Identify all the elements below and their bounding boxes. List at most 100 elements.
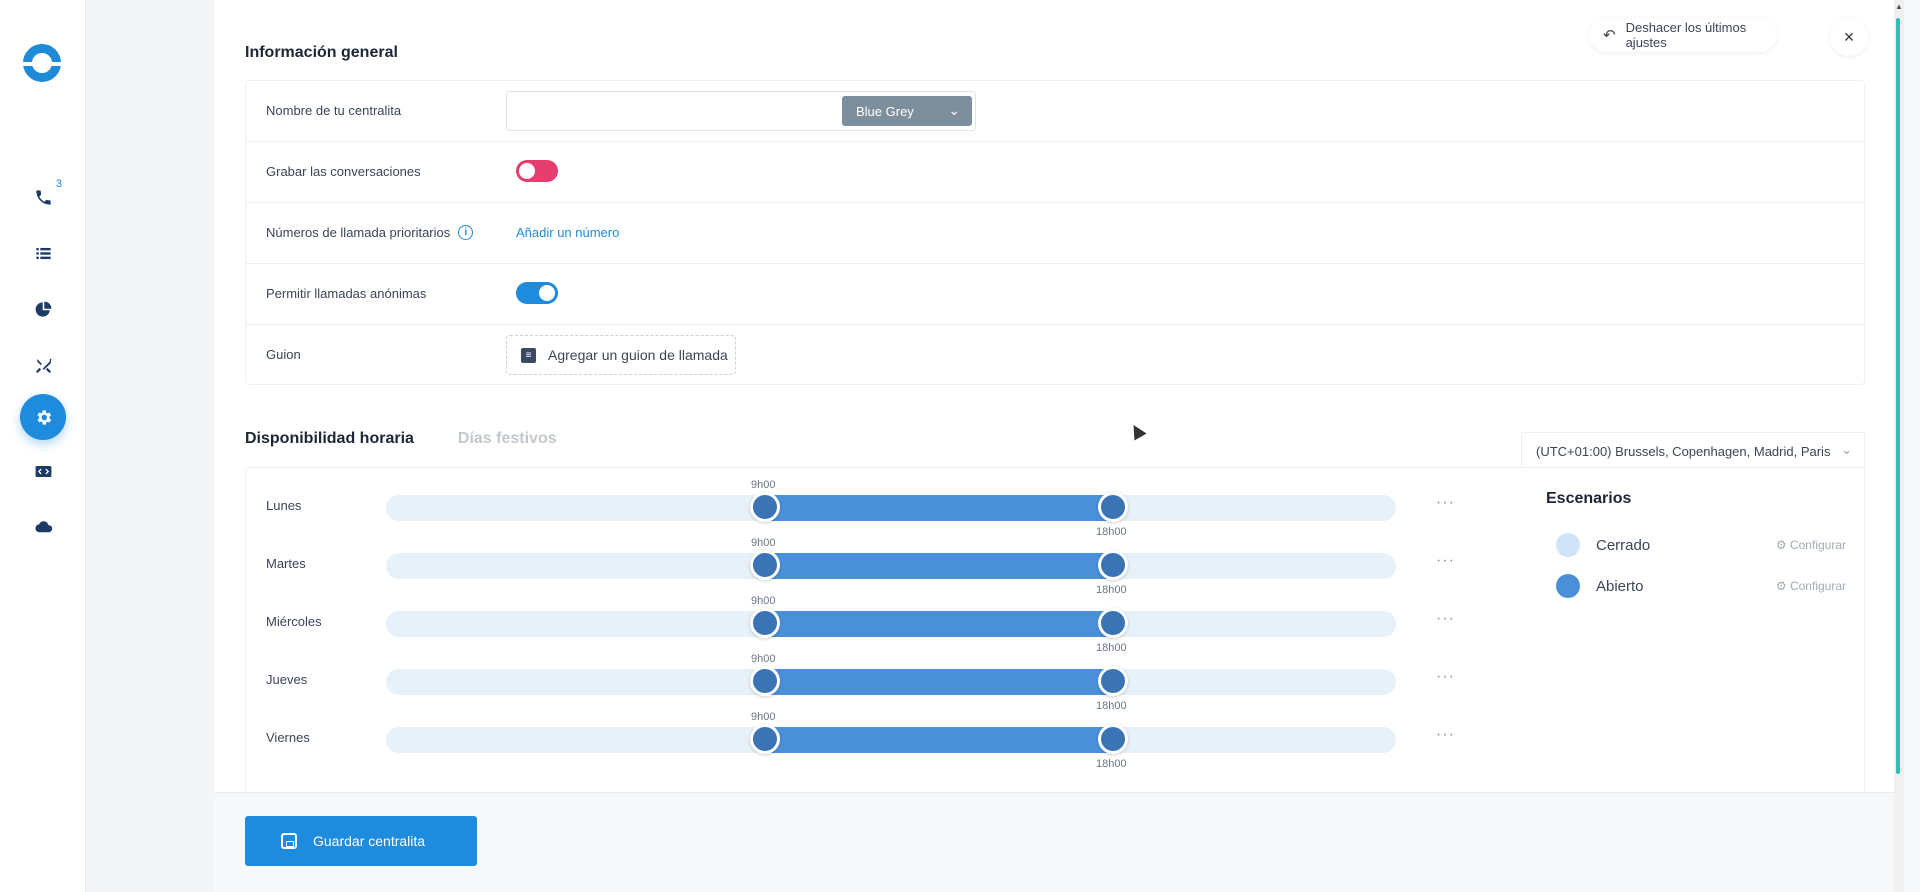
sidebar-item-settings[interactable] xyxy=(20,394,66,440)
sidebar: 3 xyxy=(0,0,86,892)
configure-label: Configurar xyxy=(1789,579,1846,593)
record-toggle[interactable] xyxy=(516,160,558,182)
tab-availability[interactable]: Disponibilidad horaria xyxy=(245,430,414,447)
availability-tabs: Disponibilidad horaria Días festivos xyxy=(245,430,557,448)
pbx-name-input[interactable]: Blue Grey ⌄ xyxy=(506,91,976,131)
add-number-link[interactable]: Añadir un número xyxy=(516,225,620,240)
hours-slider[interactable] xyxy=(386,608,1396,638)
script-icon: ≡ xyxy=(521,347,536,363)
availability-card: Lunes 9h00 18h00 ··· Martes 9h00 18h00 ··· Miérc… xyxy=(245,467,1865,797)
configure-label: Configurar xyxy=(1789,538,1846,552)
list-icon xyxy=(35,247,51,259)
hours-range-fill xyxy=(765,669,1113,695)
calls-badge: 3 xyxy=(55,178,62,190)
add-script-button[interactable]: ≡ Agregar un guion de llamada xyxy=(506,335,736,375)
start-time-label: 9h00 xyxy=(751,479,776,491)
sidebar-item-developers[interactable] xyxy=(22,450,64,492)
hours-range-fill xyxy=(765,495,1113,521)
tab-holidays[interactable]: Días festivos xyxy=(457,430,557,447)
sidebar-item-cloud[interactable] xyxy=(22,506,64,548)
hours-slider[interactable] xyxy=(386,492,1396,522)
anonymous-toggle[interactable] xyxy=(516,282,558,304)
timezone-select[interactable]: (UTC+01:00) Brussels, Copenhagen, Madrid… xyxy=(1521,432,1865,468)
start-handle[interactable] xyxy=(750,492,780,522)
scrollbar-thumb[interactable] xyxy=(1896,18,1900,774)
hours-range-fill xyxy=(765,553,1113,579)
start-handle[interactable] xyxy=(750,608,780,638)
undo-button[interactable]: ↶ Deshacer los últimos ajustes xyxy=(1589,18,1777,52)
day-row: Viernes 9h00 18h00 ··· xyxy=(246,700,1506,770)
day-row: Martes 9h00 18h00 ··· xyxy=(246,526,1506,596)
day-label: Miércoles xyxy=(266,614,322,629)
toggle-knob xyxy=(519,163,535,179)
more-options-icon[interactable]: ··· xyxy=(1436,726,1455,743)
anonymous-label: Permitir llamadas anónimas xyxy=(266,286,427,301)
end-time-label: 18h00 xyxy=(1096,758,1127,770)
configure-button[interactable]: ⚙ Configurar xyxy=(1775,579,1846,593)
close-button[interactable]: × xyxy=(1830,18,1868,56)
priority-label: Números de llamada prioritarios i xyxy=(266,225,474,240)
scroll-up-icon[interactable]: ▲ xyxy=(1895,2,1903,11)
info-icon[interactable]: i xyxy=(458,225,474,240)
hours-slider[interactable] xyxy=(386,666,1396,696)
end-handle[interactable] xyxy=(1098,608,1128,638)
scenario-color-dot xyxy=(1556,574,1580,598)
hours-slider[interactable] xyxy=(386,550,1396,580)
end-handle[interactable] xyxy=(1098,666,1128,696)
app-logo[interactable] xyxy=(20,44,64,82)
record-label: Grabar las conversaciones xyxy=(266,164,421,179)
hours-slider[interactable] xyxy=(386,724,1396,754)
end-time-label: 18h00 xyxy=(1096,642,1127,654)
scenario-item: Abierto ⚙ Configurar xyxy=(1556,571,1846,601)
start-handle[interactable] xyxy=(750,666,780,696)
theme-select[interactable]: Blue Grey ⌄ xyxy=(842,96,972,126)
pie-chart-icon xyxy=(35,301,51,317)
settings-row-record: Grabar las conversaciones xyxy=(246,142,1864,203)
name-label: Nombre de tu centralita xyxy=(266,103,402,118)
sidebar-item-integrations[interactable] xyxy=(22,344,64,386)
general-settings-card: Nombre de tu centralita Blue Grey ⌄ Grab… xyxy=(245,80,1865,385)
more-options-icon[interactable]: ··· xyxy=(1436,668,1455,685)
chevron-down-icon: ⌄ xyxy=(948,102,960,118)
gear-icon xyxy=(36,409,51,425)
code-icon xyxy=(35,465,51,477)
section-title-general: Información general xyxy=(245,44,398,61)
sidebar-item-calls[interactable]: 3 xyxy=(22,176,64,218)
day-label: Lunes xyxy=(266,498,302,513)
scenarios-title: Escenarios xyxy=(1546,490,1632,507)
cloud-icon xyxy=(34,520,52,532)
settings-row-anonymous: Permitir llamadas anónimas xyxy=(246,264,1864,325)
add-script-label: Agregar un guion de llamada xyxy=(548,347,728,363)
day-row: Lunes 9h00 18h00 ··· xyxy=(246,468,1506,538)
end-handle[interactable] xyxy=(1098,550,1128,580)
hours-range-fill xyxy=(765,727,1113,753)
settings-row-name: Nombre de tu centralita Blue Grey ⌄ xyxy=(246,81,1864,142)
configure-button[interactable]: ⚙ Configurar xyxy=(1775,538,1846,552)
start-time-label: 9h00 xyxy=(751,653,776,665)
priority-label-text: Números de llamada prioritarios xyxy=(266,225,451,240)
save-button[interactable]: Guardar centralita xyxy=(245,816,477,866)
more-options-icon[interactable]: ··· xyxy=(1436,610,1455,627)
end-handle[interactable] xyxy=(1098,724,1128,754)
sidebar-item-stats[interactable] xyxy=(22,288,64,330)
day-row: Jueves 9h00 18h00 ··· xyxy=(246,642,1506,712)
page-gutter xyxy=(87,0,214,892)
end-time-label: 18h00 xyxy=(1096,526,1127,538)
more-options-icon[interactable]: ··· xyxy=(1436,494,1455,511)
settings-row-script: Guion ≡ Agregar un guion de llamada xyxy=(246,325,1864,386)
settings-row-priority: Números de llamada prioritarios i Añadir… xyxy=(246,203,1864,264)
end-handle[interactable] xyxy=(1098,492,1128,522)
hours-range-fill xyxy=(765,611,1113,637)
sidebar-item-lists[interactable] xyxy=(22,232,64,274)
start-handle[interactable] xyxy=(750,724,780,754)
scenario-color-dot xyxy=(1556,533,1580,557)
day-label: Jueves xyxy=(266,672,308,687)
scenario-item: Cerrado ⚙ Configurar xyxy=(1556,530,1846,560)
chevron-down-icon: ⌄ xyxy=(1841,442,1852,457)
undo-icon: ↶ xyxy=(1603,27,1616,44)
more-options-icon[interactable]: ··· xyxy=(1436,552,1455,569)
start-handle[interactable] xyxy=(750,550,780,580)
script-label: Guion xyxy=(266,347,301,362)
day-label: Martes xyxy=(266,556,306,571)
day-row: Miércoles 9h00 18h00 ··· xyxy=(246,584,1506,654)
